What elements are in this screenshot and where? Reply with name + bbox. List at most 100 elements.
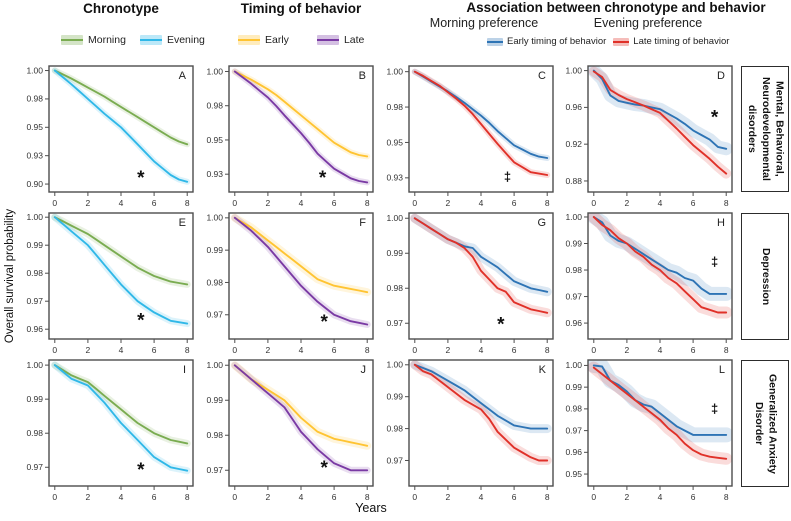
panel-A: 1.00 0.98 0.95 0.93 0.90 0 2 4 6 8 A * bbox=[26, 65, 194, 208]
significance-marker: * bbox=[320, 458, 328, 479]
y-tick-label: 0.96 bbox=[565, 102, 582, 112]
timing-column-header: Timing of behavior bbox=[240, 1, 362, 16]
plot-background bbox=[229, 213, 373, 339]
series-line-late bbox=[233, 364, 369, 472]
plot-background bbox=[588, 66, 732, 192]
series-line-evening bbox=[53, 364, 189, 472]
x-tick-label: 8 bbox=[185, 492, 190, 502]
early-swatch-icon bbox=[238, 35, 260, 45]
panel-letter: F bbox=[359, 217, 366, 229]
y-tick-label: 1.00 bbox=[206, 213, 223, 223]
x-tick-label: 6 bbox=[512, 345, 517, 355]
late-timing-of-behavior-swatch-icon bbox=[613, 37, 630, 46]
y-tick-label: 0.99 bbox=[565, 382, 582, 392]
series-line-morning bbox=[53, 364, 189, 445]
series-line-late-timing-of-behavior bbox=[592, 216, 728, 314]
association-legend: Early timing of behavior Late timing of b… bbox=[487, 36, 729, 47]
plot-background bbox=[409, 213, 553, 339]
y-tick-label: 0.97 bbox=[386, 318, 403, 328]
x-tick-label: 4 bbox=[299, 492, 304, 502]
panel-letter: A bbox=[179, 70, 187, 82]
legend-label: Late timing of behavior bbox=[633, 36, 730, 47]
x-tick-label: 0 bbox=[232, 492, 237, 502]
x-tick-label: 4 bbox=[119, 345, 124, 355]
legend-item-late: Late bbox=[316, 34, 364, 46]
y-tick-label: 0.98 bbox=[26, 428, 43, 438]
x-tick-label: 2 bbox=[625, 345, 630, 355]
chronotype-column-header: Chronotype bbox=[83, 1, 159, 16]
y-tick-label: 0.99 bbox=[565, 238, 582, 248]
curve-line-swatch bbox=[316, 39, 339, 41]
panel-H: 1.00 0.99 0.98 0.97 0.96 0 2 4 6 8 H ‡ bbox=[565, 212, 733, 355]
y-tick-label: 0.99 bbox=[26, 394, 43, 404]
y-tick-label: 0.98 bbox=[206, 277, 223, 287]
x-tick-label: 0 bbox=[412, 492, 417, 502]
x-tick-label: 4 bbox=[479, 492, 484, 502]
y-tick-label: 1.00 bbox=[565, 360, 582, 370]
y-tick-label: 1.00 bbox=[206, 66, 223, 76]
y-tick-label: 0.98 bbox=[386, 102, 403, 112]
y-tick-label: 0.97 bbox=[565, 291, 582, 301]
x-tick-label: 8 bbox=[185, 345, 190, 355]
timing-legend: Early Late bbox=[238, 34, 364, 46]
series-line-late-timing-of-behavior bbox=[413, 363, 549, 462]
row-label-generalized: Generalized Anxiety Disorder bbox=[741, 360, 789, 487]
panel-letter: J bbox=[361, 364, 367, 376]
x-tick-label: 2 bbox=[446, 492, 451, 502]
x-tick-label: 8 bbox=[365, 492, 370, 502]
panel-B: 1.00 0.98 0.95 0.93 0 2 4 6 8 B * bbox=[206, 65, 374, 208]
x-tick-label: 0 bbox=[591, 345, 596, 355]
significance-marker: * bbox=[320, 312, 328, 333]
chronotype-legend: Morning Evening bbox=[61, 34, 205, 46]
significance-marker: * bbox=[137, 460, 145, 481]
legend-label: Evening bbox=[166, 34, 205, 46]
x-tick-label: 0 bbox=[52, 345, 57, 355]
evening-swatch-icon bbox=[139, 35, 162, 45]
x-tick-label: 4 bbox=[119, 198, 124, 208]
x-tick-label: 2 bbox=[446, 345, 451, 355]
y-tick-label: 1.00 bbox=[206, 360, 223, 370]
series-line-morning bbox=[53, 216, 189, 286]
x-tick-label: 8 bbox=[724, 345, 729, 355]
y-tick-label: 0.98 bbox=[206, 101, 223, 111]
x-tick-label: 8 bbox=[545, 345, 550, 355]
panel-letter: K bbox=[539, 364, 547, 376]
x-tick-label: 2 bbox=[86, 198, 91, 208]
panel-letter: B bbox=[359, 70, 366, 82]
y-tick-label: 0.98 bbox=[26, 94, 43, 104]
series-line-late-timing-of-behavior bbox=[592, 366, 728, 460]
y-tick-label: 0.98 bbox=[386, 283, 403, 293]
x-tick-label: 2 bbox=[86, 492, 91, 502]
legend-item-early: Early bbox=[238, 34, 289, 46]
x-tick-label: 6 bbox=[152, 492, 157, 502]
x-tick-label: 8 bbox=[545, 198, 550, 208]
panel-E: 1.00 0.99 0.98 0.97 0.96 0 2 4 6 8 E * bbox=[26, 212, 194, 355]
series-line-late-timing-of-behavior bbox=[413, 70, 549, 176]
y-tick-label: 0.99 bbox=[386, 248, 403, 258]
y-tick-label: 0.99 bbox=[206, 245, 223, 255]
x-tick-label: 0 bbox=[591, 492, 596, 502]
x-tick-label: 6 bbox=[691, 492, 696, 502]
x-tick-label: 6 bbox=[152, 198, 157, 208]
x-tick-label: 4 bbox=[479, 345, 484, 355]
y-tick-label: 1.00 bbox=[386, 360, 403, 370]
x-tick-label: 2 bbox=[625, 198, 630, 208]
y-tick-label: 1.00 bbox=[26, 360, 43, 370]
x-tick-label: 0 bbox=[232, 345, 237, 355]
legend-item-morning: Morning bbox=[61, 34, 126, 46]
y-tick-label: 0.98 bbox=[386, 423, 403, 433]
y-tick-label: 0.99 bbox=[26, 240, 43, 250]
curve-line-swatch bbox=[139, 39, 162, 41]
x-tick-label: 0 bbox=[232, 198, 237, 208]
x-tick-label: 6 bbox=[332, 198, 337, 208]
panel-letter: C bbox=[538, 70, 546, 82]
y-tick-label: 0.92 bbox=[565, 139, 582, 149]
significance-marker: * bbox=[137, 310, 145, 331]
morning-swatch-icon bbox=[61, 35, 83, 45]
x-tick-label: 4 bbox=[299, 198, 304, 208]
y-tick-label: 0.98 bbox=[565, 404, 582, 414]
series-line-late bbox=[233, 70, 369, 184]
panel-C: 1.00 0.98 0.95 0.93 0 2 4 6 8 C ‡ bbox=[386, 65, 554, 208]
panel-J: 1.00 0.99 0.98 0.97 0 2 4 6 8 J * bbox=[206, 359, 374, 502]
legend-item-evening: Evening bbox=[139, 34, 205, 46]
